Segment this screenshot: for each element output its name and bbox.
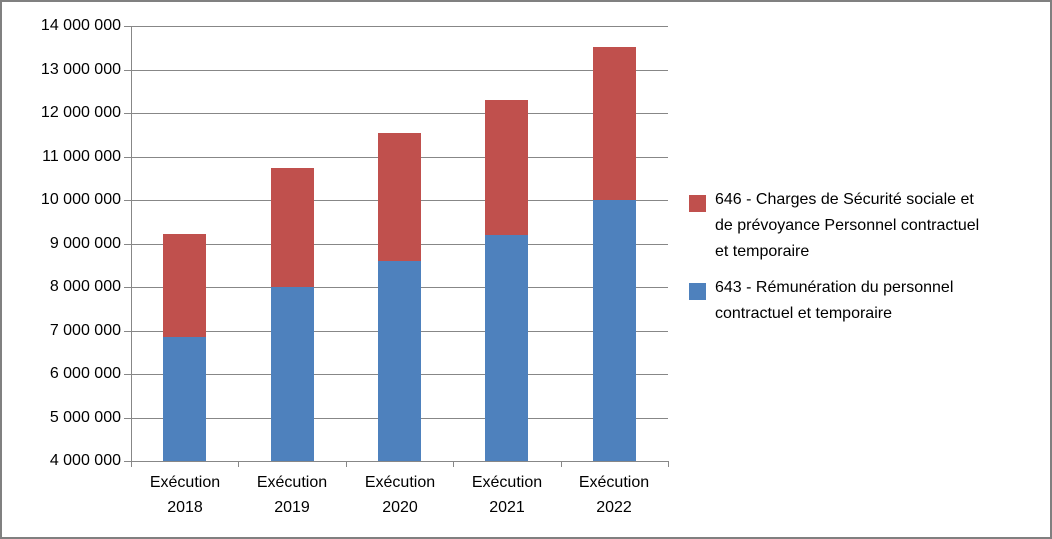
legend-label-line: et temporaire bbox=[715, 243, 810, 260]
legend-swatch-643 bbox=[689, 283, 706, 300]
legend-label-643: 643 - Rémunération du personnel contractu… bbox=[715, 275, 953, 327]
x-axis-label-line: 2022 bbox=[596, 499, 632, 516]
y-axis-label: 12 000 000 bbox=[40, 104, 121, 121]
legend-item-646: 646 - Charges de Sécurité sociale et de p… bbox=[689, 187, 1039, 265]
bar-segment-646-Exécution-2019 bbox=[271, 168, 314, 287]
bar-segment-646-Exécution-2021 bbox=[485, 100, 528, 235]
y-axis-tick bbox=[124, 157, 131, 158]
x-axis-label-line: 2018 bbox=[167, 499, 203, 516]
legend-label-line: de prévoyance Personnel contractuel bbox=[715, 217, 980, 234]
x-axis-tick bbox=[668, 461, 669, 467]
legend-swatch-646 bbox=[689, 195, 706, 212]
bar-segment-643-Exécution-2018 bbox=[163, 337, 206, 461]
y-axis-label: 8 000 000 bbox=[49, 278, 121, 295]
y-axis-tick bbox=[124, 331, 131, 332]
x-axis-label-line: 2021 bbox=[489, 499, 525, 516]
gridline bbox=[131, 70, 668, 71]
x-axis-label-line: 2019 bbox=[274, 499, 310, 516]
x-axis-label: Exécution 2018 bbox=[131, 470, 239, 520]
x-axis-label: Exécution 2020 bbox=[346, 470, 454, 520]
y-axis-line bbox=[131, 26, 132, 462]
y-axis-tick bbox=[124, 418, 131, 419]
y-axis-tick bbox=[124, 70, 131, 71]
legend-item-643: 643 - Rémunération du personnel contractu… bbox=[689, 275, 1039, 327]
y-axis-tick bbox=[124, 200, 131, 201]
legend: 646 - Charges de Sécurité sociale et de p… bbox=[689, 187, 1039, 337]
y-axis-label: 10 000 000 bbox=[40, 191, 121, 208]
x-axis-label: Exécution 2021 bbox=[453, 470, 561, 520]
y-axis-tick bbox=[124, 113, 131, 114]
bar-segment-643-Exécution-2020 bbox=[378, 261, 421, 461]
y-axis-label: 9 000 000 bbox=[49, 235, 121, 252]
bar-segment-643-Exécution-2019 bbox=[271, 287, 314, 461]
y-axis-tick bbox=[124, 26, 131, 27]
y-axis-tick bbox=[124, 374, 131, 375]
y-axis-label: 11 000 000 bbox=[42, 148, 121, 165]
bar-segment-646-Exécution-2020 bbox=[378, 133, 421, 261]
x-axis-tick bbox=[238, 461, 239, 467]
x-axis-label-line: 2020 bbox=[382, 499, 418, 516]
legend-label-line: contractuel et temporaire bbox=[715, 305, 892, 322]
gridline bbox=[131, 461, 668, 462]
x-axis-label-line: Exécution bbox=[578, 474, 650, 491]
bar-segment-643-Exécution-2022 bbox=[593, 200, 636, 461]
gridline bbox=[131, 26, 668, 27]
x-axis-label: Exécution 2022 bbox=[560, 470, 668, 520]
y-axis-label: 5 000 000 bbox=[49, 409, 121, 426]
legend-label-line: 643 - Rémunération du personnel bbox=[715, 279, 954, 296]
bar-segment-643-Exécution-2021 bbox=[485, 235, 528, 461]
y-axis-label: 4 000 000 bbox=[49, 452, 121, 469]
x-axis-label-line: Exécution bbox=[256, 474, 328, 491]
x-axis-label-line: Exécution bbox=[364, 474, 436, 491]
legend-label-line: 646 - Charges de Sécurité sociale et bbox=[715, 191, 974, 208]
x-axis-label: Exécution 2019 bbox=[238, 470, 346, 520]
legend-label-646: 646 - Charges de Sécurité sociale et de p… bbox=[715, 187, 979, 265]
x-axis-tick bbox=[561, 461, 562, 467]
x-axis-tick bbox=[131, 461, 132, 467]
y-axis-tick bbox=[124, 244, 131, 245]
y-axis-label: 14 000 000 bbox=[40, 17, 121, 34]
y-axis-tick bbox=[124, 287, 131, 288]
y-axis-label: 7 000 000 bbox=[49, 322, 121, 339]
y-axis-label: 6 000 000 bbox=[49, 365, 121, 382]
y-axis-label: 13 000 000 bbox=[40, 61, 121, 78]
bar-segment-646-Exécution-2018 bbox=[163, 234, 206, 337]
x-axis-label-line: Exécution bbox=[149, 474, 221, 491]
x-axis-tick bbox=[346, 461, 347, 467]
bar-segment-646-Exécution-2022 bbox=[593, 47, 636, 200]
y-axis-tick bbox=[124, 461, 131, 462]
x-axis-tick bbox=[453, 461, 454, 467]
gridline bbox=[131, 113, 668, 114]
x-axis-label-line: Exécution bbox=[471, 474, 543, 491]
